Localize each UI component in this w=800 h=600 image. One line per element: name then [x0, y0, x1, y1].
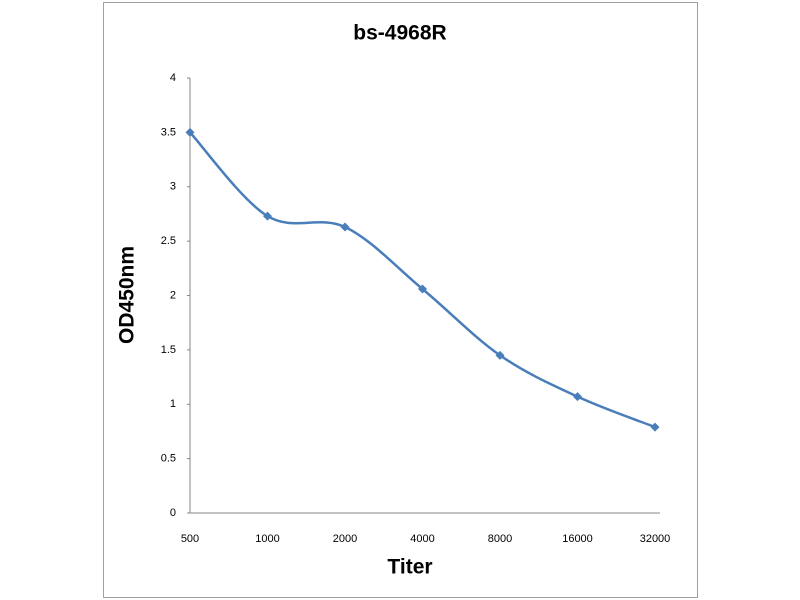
chart-border	[103, 2, 698, 598]
data-point	[185, 127, 195, 137]
data-point	[418, 284, 427, 294]
y-tick-label: 3	[170, 181, 176, 193]
data-point	[573, 392, 582, 402]
y-axis-title: OD450nm	[116, 246, 139, 344]
x-tick-label: 500	[181, 533, 199, 545]
y-tick-label: 2.5	[161, 235, 176, 247]
x-axis-title: Titer	[387, 556, 432, 579]
data-point	[650, 422, 660, 432]
y-tick-label: 4	[170, 72, 176, 84]
data-point	[340, 222, 350, 232]
y-tick-label: 0.5	[161, 453, 176, 465]
x-tick-label: 8000	[488, 533, 512, 545]
y-tick-label: 1	[170, 398, 176, 410]
data-point	[263, 211, 272, 221]
x-tick-label: 32000	[640, 533, 671, 545]
y-tick-label: 1.5	[161, 344, 176, 356]
y-tick-label: 0	[170, 507, 176, 519]
y-tick-label: 3.5	[161, 126, 176, 138]
x-tick-label: 1000	[255, 533, 279, 545]
x-tick-label: 2000	[333, 533, 357, 545]
x-tick-label: 4000	[410, 533, 434, 545]
y-tick-label: 2	[170, 289, 176, 301]
x-tick-label: 16000	[562, 533, 593, 545]
chart-title: bs-4968R	[353, 22, 446, 45]
data-point	[495, 350, 505, 360]
